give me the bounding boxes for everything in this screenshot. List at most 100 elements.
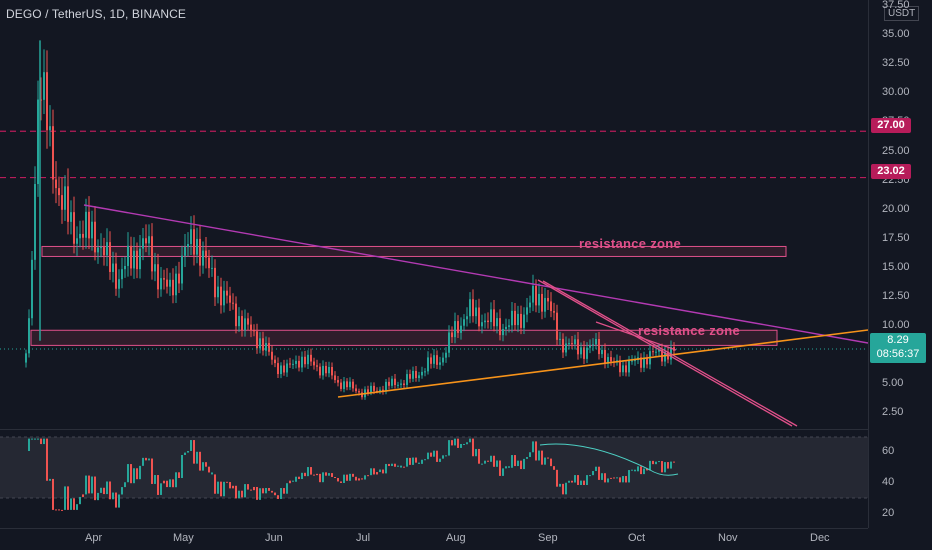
candle-body — [466, 316, 468, 320]
rsi-bar — [637, 466, 639, 472]
candle-body — [493, 309, 495, 327]
price-axis-label: 20.00 — [882, 202, 910, 215]
candle-body — [100, 247, 102, 249]
candle-body — [559, 338, 561, 340]
candle-body — [25, 353, 27, 363]
rsi-bar — [448, 440, 450, 456]
candle-body — [115, 263, 117, 289]
candle-body — [226, 290, 228, 296]
rsi-bar — [397, 465, 399, 467]
rsi-bar — [532, 441, 534, 453]
candle-body — [436, 355, 438, 365]
rsi-bar — [646, 468, 648, 471]
candle-body — [79, 233, 81, 239]
rsi-bar — [205, 462, 207, 467]
candle-body — [574, 339, 576, 345]
rsi-bar — [232, 485, 234, 489]
candle-body — [250, 324, 252, 331]
rsi-bar — [268, 487, 270, 491]
rsi-bar — [580, 480, 582, 485]
rsi-bar — [28, 438, 30, 451]
rsi-bar — [571, 480, 573, 483]
candle-body — [151, 236, 153, 272]
candle-body — [295, 360, 297, 364]
rsi-bar — [163, 480, 165, 484]
rsi-bar — [187, 450, 189, 453]
candle-body — [352, 381, 354, 389]
rsi-bar — [562, 483, 564, 495]
symbol-title[interactable]: DEGO / TetherUS, 1D, BINANCE — [6, 7, 186, 21]
rsi-axis-label: 20 — [882, 507, 895, 519]
candle-body — [208, 257, 210, 269]
rsi-bar — [331, 473, 333, 477]
candle-body — [109, 242, 111, 272]
candle-body — [571, 343, 573, 345]
candle-body — [145, 238, 147, 244]
candle-body — [277, 363, 279, 375]
rsi-bar — [517, 460, 519, 467]
rsi-axis[interactable]: 60 40 20 — [870, 0, 932, 528]
rsi-bar — [388, 463, 390, 467]
rsi-bar — [145, 457, 147, 461]
candle-body — [601, 350, 603, 355]
rsi-bar — [61, 509, 63, 511]
rsi-bar — [190, 440, 192, 451]
rsi-bar — [487, 460, 489, 462]
candle-body — [61, 195, 63, 210]
candle-body — [127, 245, 129, 266]
candle-body — [97, 247, 99, 253]
rsi-bar — [157, 475, 159, 495]
rsi-bar — [529, 452, 531, 458]
candle-body — [658, 349, 660, 352]
candle-body — [439, 362, 441, 365]
candle-body — [397, 384, 399, 386]
level-tag-23: 23.02 — [871, 164, 911, 179]
rsi-bar — [352, 473, 354, 477]
candle-body — [568, 343, 570, 345]
time-axis-label: Dec — [810, 532, 830, 544]
candle-body — [481, 322, 483, 327]
rsi-bar — [457, 438, 459, 448]
rsi-bar — [313, 474, 315, 476]
candle-body — [85, 211, 87, 238]
candle-body — [148, 236, 150, 244]
rsi-bar — [631, 469, 633, 471]
rsi-bar — [208, 466, 210, 473]
candle-body — [385, 381, 387, 392]
rsi-bar — [583, 480, 585, 486]
candle-body — [469, 299, 471, 317]
price-chart[interactable] — [0, 0, 868, 528]
rsi-bar — [304, 472, 306, 477]
rsi-bar — [475, 448, 477, 457]
candle-body — [454, 321, 456, 338]
candle-body — [223, 290, 225, 306]
rsi-bar — [289, 480, 291, 484]
candle-body — [670, 347, 672, 360]
candle-body — [67, 186, 69, 222]
candle-body — [424, 371, 426, 373]
rsi-bar — [256, 486, 258, 500]
candle-body — [319, 366, 321, 376]
rsi-bar — [586, 475, 588, 486]
resistance-zone-label-upper[interactable]: resistance zone — [579, 236, 682, 251]
rsi-bar — [238, 490, 240, 499]
resistance-zone-label-lower[interactable]: resistance zone — [638, 323, 741, 338]
rsi-bar — [490, 455, 492, 462]
candle-body — [412, 370, 414, 379]
pane-separator[interactable] — [0, 429, 868, 430]
candle-body — [556, 312, 558, 340]
currency-badge[interactable]: USDT — [884, 6, 920, 21]
rsi-bar — [424, 459, 426, 461]
candle-body — [628, 360, 630, 373]
rsi-bar — [367, 475, 369, 477]
rsi-bar — [466, 442, 468, 445]
rsi-bar — [40, 438, 42, 445]
rsi-bar — [568, 480, 570, 483]
rsi-bar — [295, 476, 297, 482]
level-tag-27: 27.00 — [871, 118, 911, 133]
rsi-bar — [541, 450, 543, 465]
time-axis-label: Jul — [356, 532, 371, 544]
rsi-bar — [97, 492, 99, 501]
candle-body — [136, 250, 138, 270]
candle-body — [511, 310, 513, 326]
